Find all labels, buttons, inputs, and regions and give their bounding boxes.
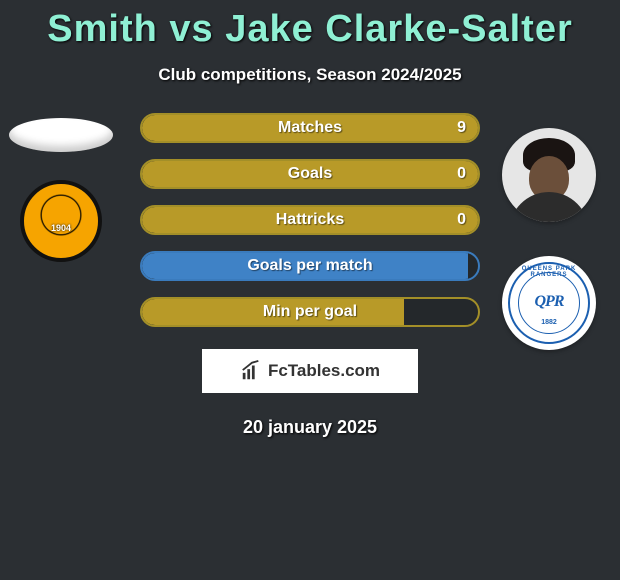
stat-bar: Min per goal (140, 297, 480, 327)
page-title: Smith vs Jake Clarke-Salter (0, 0, 620, 51)
club-left-crest: 1904 (20, 180, 102, 262)
stat-bar-label: Hattricks (142, 207, 478, 233)
stat-bar: Goals per match (140, 251, 480, 281)
left-player-column: 1904 (8, 118, 114, 262)
club-left-year: 1904 (20, 223, 102, 233)
stat-bar: Hattricks0 (140, 205, 480, 235)
club-right-name: QUEENS PARK RANGERS (502, 266, 596, 278)
stat-bar-label: Min per goal (142, 299, 478, 325)
player-left-avatar (9, 118, 113, 152)
snapshot-date: 20 january 2025 (0, 417, 620, 438)
stat-bar: Goals0 (140, 159, 480, 189)
stat-bar-label: Goals per match (142, 253, 478, 279)
club-right-year: 1882 (502, 319, 596, 326)
site-logo-text: FcTables.com (268, 361, 380, 381)
club-right-crest: QUEENS PARK RANGERS QPR 1882 (502, 256, 596, 350)
site-logo: FcTables.com (202, 349, 418, 393)
stat-bar-label: Goals (142, 161, 478, 187)
stat-bar-label: Matches (142, 115, 478, 141)
chart-icon (240, 360, 262, 382)
player-right-avatar (502, 128, 596, 222)
stat-bar-value: 0 (457, 161, 466, 187)
subtitle: Club competitions, Season 2024/2025 (0, 65, 620, 85)
stats-bars: Matches9Goals0Hattricks0Goals per matchM… (140, 113, 480, 327)
club-right-script: QPR (502, 293, 596, 311)
stat-bar-value: 0 (457, 207, 466, 233)
right-player-column: QUEENS PARK RANGERS QPR 1882 (496, 128, 602, 350)
stat-bar: Matches9 (140, 113, 480, 143)
stat-bar-value: 9 (457, 115, 466, 141)
